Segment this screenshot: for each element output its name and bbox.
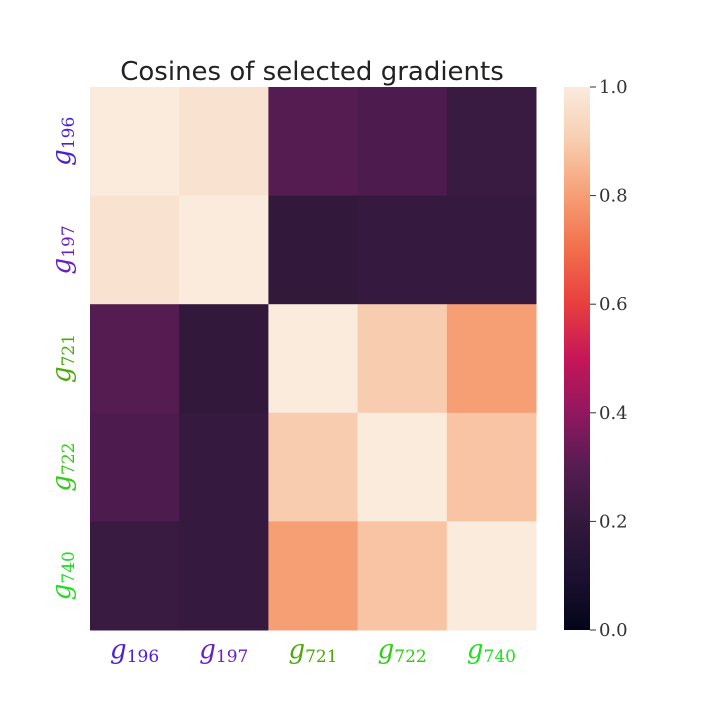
- heatmap-cell: [268, 521, 359, 631]
- heatmap-cell: [357, 195, 448, 305]
- colorbar-tick-label: 0.0: [599, 620, 628, 641]
- heatmap-cell: [179, 521, 269, 631]
- x-tick-label: g197: [199, 635, 248, 667]
- y-tick-label: g196: [47, 117, 79, 166]
- colorbar-tick-label: 1.0: [599, 77, 628, 98]
- x-tick-label: g722: [378, 635, 427, 667]
- heatmap-cell: [446, 87, 537, 197]
- heatmap-cells: [90, 87, 537, 631]
- heatmap-cell: [357, 521, 448, 631]
- heatmap-cell: [268, 87, 359, 197]
- heatmap-cell: [357, 87, 448, 197]
- heatmap-cell: [268, 195, 359, 305]
- heatmap-cell: [90, 304, 180, 414]
- colorbar-tick-label: 0.6: [599, 294, 628, 315]
- heatmap-cell: [179, 412, 269, 522]
- heatmap-cell: [446, 412, 537, 522]
- y-tick-label: g197: [47, 225, 79, 274]
- x-tick-label: g721: [288, 635, 337, 667]
- chart-title: Cosines of selected gradients: [120, 57, 504, 87]
- heatmap-cell: [90, 521, 180, 631]
- heatmap-cell: [446, 521, 537, 631]
- y-tick-label: g721: [47, 334, 79, 383]
- colorbar-tick-label: 0.4: [599, 403, 628, 424]
- heatmap-cell: [179, 195, 269, 305]
- y-tick-label: g740: [47, 551, 79, 600]
- heatmap-cell: [179, 87, 269, 197]
- colorbar: [564, 87, 590, 630]
- heatmap-cell: [179, 304, 269, 414]
- heatmap-cell: [268, 412, 359, 522]
- heatmap-cell: [357, 304, 448, 414]
- heatmap-cell: [446, 304, 537, 414]
- heatmap-cell: [268, 304, 359, 414]
- colorbar-tick-label: 0.8: [599, 186, 628, 207]
- x-tick-label: g196: [110, 635, 159, 667]
- x-tick-label: g740: [467, 635, 516, 667]
- heatmap-cell: [357, 412, 448, 522]
- colorbar-ticks: 0.0 0.2 0.4 0.6 0.8 1.0: [590, 77, 628, 641]
- heatmap-cell: [90, 195, 180, 305]
- heatmap-cell: [90, 87, 180, 197]
- x-axis-labels: g196 g197 g721 g722 g740: [110, 635, 516, 667]
- y-tick-label: g722: [47, 443, 79, 492]
- heatmap-cell: [446, 195, 537, 305]
- y-axis-labels: g196 g197 g721 g722 g740: [47, 117, 79, 601]
- heatmap-cell: [90, 412, 180, 522]
- colorbar-tick-label: 0.2: [599, 511, 628, 532]
